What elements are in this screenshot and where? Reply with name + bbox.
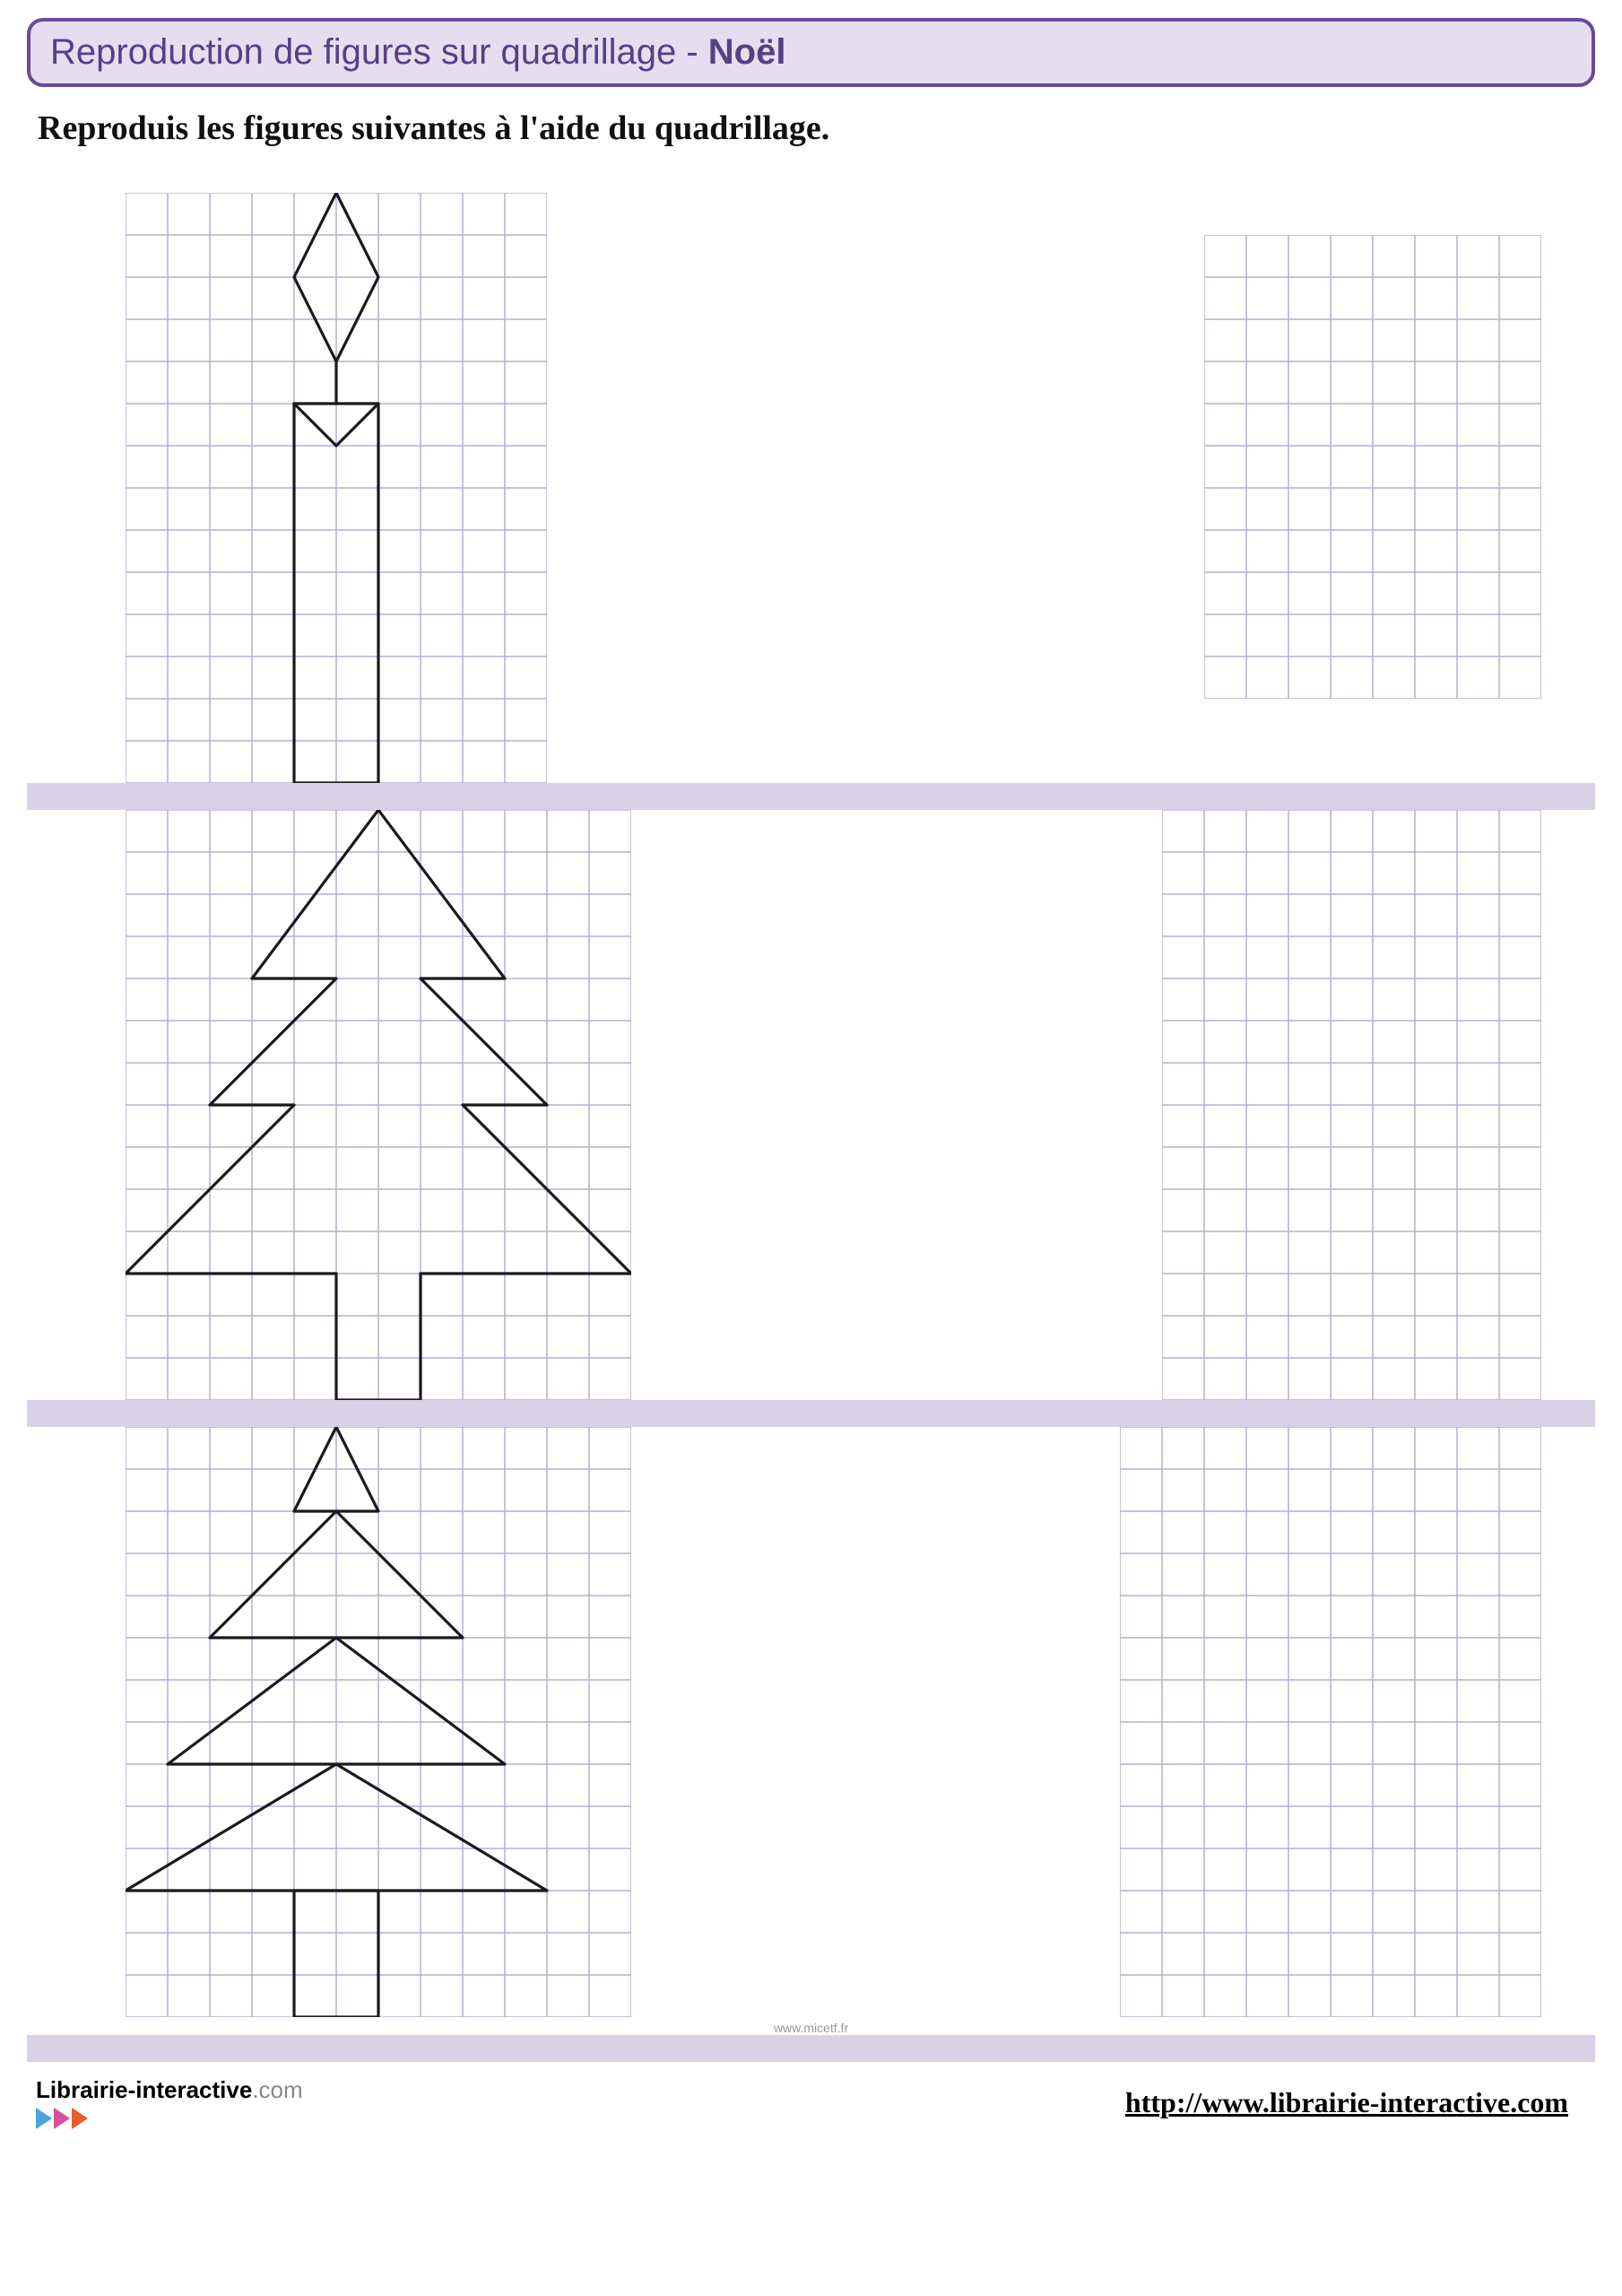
practice-grid: [1120, 1427, 1541, 2017]
exercise-row: [27, 193, 1595, 783]
arrow-icon: [54, 2108, 70, 2129]
separator-bar: [27, 783, 1595, 810]
footer-arrows-icon: [36, 2108, 303, 2129]
model-grid: [126, 1427, 631, 2017]
practice-grid: [1162, 810, 1541, 1400]
model-grid: [126, 810, 631, 1400]
grid-svg: [126, 810, 631, 1400]
grid-svg: [1162, 810, 1541, 1400]
separator-bar: [27, 2035, 1595, 2062]
exercise-row: [27, 810, 1595, 1400]
title-bold: Noël: [708, 32, 786, 72]
practice-grid: [1204, 235, 1541, 699]
grid-svg: [1120, 1427, 1541, 2017]
model-grid: [126, 193, 547, 783]
footer: Librairie-interactive.com http://www.lib…: [27, 2062, 1595, 2138]
footer-logo-bold: Librairie-interactive: [36, 2076, 252, 2103]
separator-bar: [27, 1400, 1595, 1427]
grid-svg: [1204, 235, 1541, 699]
instruction-text: Reproduis les figures suivantes à l'aide…: [38, 109, 1595, 148]
worksheet-title-bar: Reproduction de figures sur quadrillage …: [27, 18, 1595, 87]
arrow-icon: [36, 2108, 52, 2129]
source-caption: www.micetf.fr: [27, 2021, 1595, 2035]
title-prefix: Reproduction de figures sur quadrillage …: [50, 32, 708, 72]
grid-svg: [126, 1427, 631, 2017]
exercise-row: [27, 1427, 1595, 2017]
grid-svg: [126, 193, 547, 783]
footer-url[interactable]: http://www.librairie-interactive.com: [1125, 2086, 1568, 2119]
footer-logo: Librairie-interactive.com: [36, 2076, 303, 2129]
arrow-icon: [72, 2108, 88, 2129]
footer-logo-light: .com: [252, 2076, 302, 2103]
